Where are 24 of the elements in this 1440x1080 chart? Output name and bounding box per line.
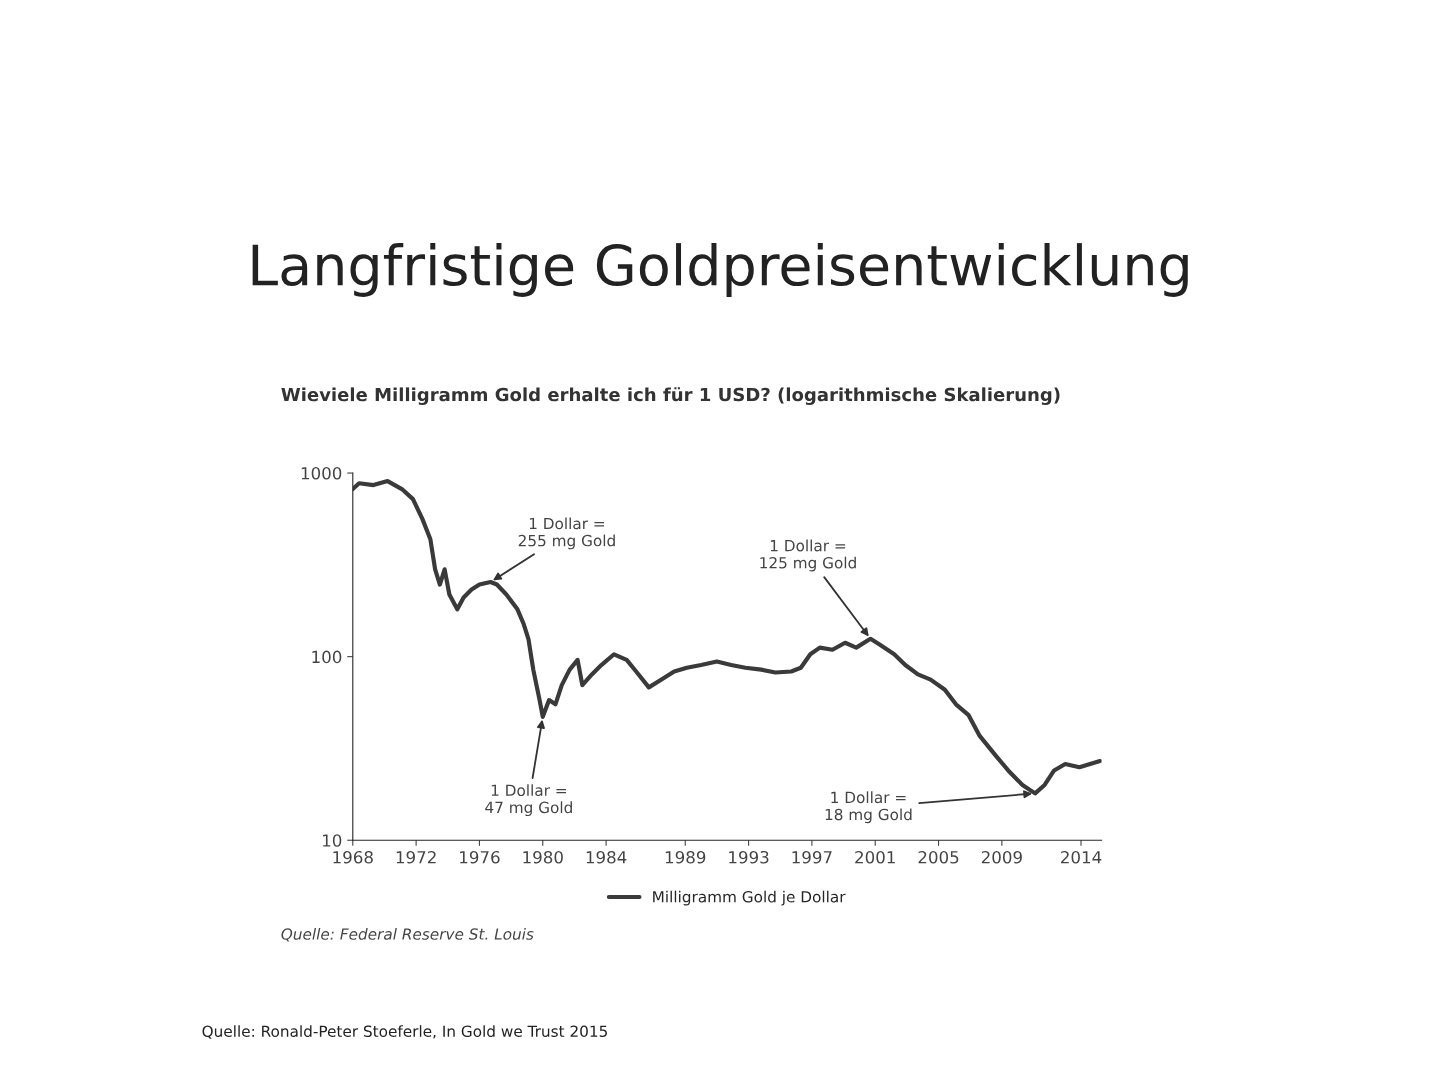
x-tick-label: 1993 xyxy=(729,850,769,864)
x-tick-label: 1997 xyxy=(792,850,832,864)
annotation: 1 Dollar = 125 mg Gold xyxy=(760,539,856,572)
y-tick-label: 100 xyxy=(312,650,342,664)
source-note: Quelle: Ronald-Peter Stoeferle, In Gold we Trust 2015 xyxy=(202,1025,607,1039)
legend-label: Milligramm Gold je Dollar xyxy=(653,890,846,906)
x-tick-label: 2009 xyxy=(981,850,1022,864)
x-tick-label: 1984 xyxy=(586,850,627,864)
y-tick-label: 1000 xyxy=(301,467,342,480)
annotation: 1 Dollar = 255 mg Gold xyxy=(518,517,615,550)
x-tick-label: 1980 xyxy=(523,850,563,864)
x-tick-label: 2014 xyxy=(1061,850,1102,864)
source-note: Quelle: Federal Reserve St. Louis xyxy=(281,927,534,942)
y-tick-label: 10 xyxy=(323,834,342,847)
x-tick-label: 2001 xyxy=(855,850,895,864)
x-tick-label: 1972 xyxy=(396,850,436,864)
chart-subtitle: Wieviele Milligramm Gold erhalte ich für 1 USD? (logarithmische Skalierung) xyxy=(281,387,1060,405)
x-tick-label: 1989 xyxy=(665,850,706,864)
annotation: 1 Dollar = 18 mg Gold xyxy=(825,791,912,824)
x-tick-label: 1976 xyxy=(460,850,500,864)
annotation: 1 Dollar = 47 mg Gold xyxy=(485,784,572,817)
chart-title: Langfristige Goldpreisentwicklung xyxy=(252,243,1188,297)
x-tick-label: 2005 xyxy=(918,850,959,864)
x-tick-label: 1968 xyxy=(333,850,373,864)
